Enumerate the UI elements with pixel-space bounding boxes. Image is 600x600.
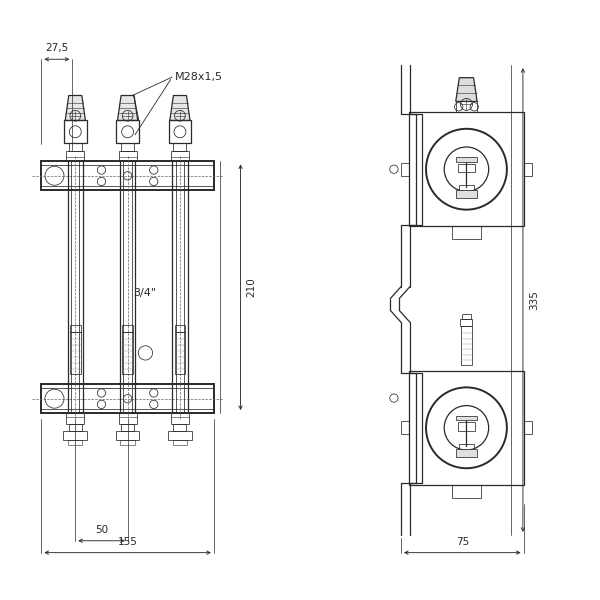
Bar [456, 416, 477, 421]
Text: 50: 50 [95, 525, 108, 535]
Bar [121, 424, 134, 431]
Bar [461, 319, 472, 326]
Bar [456, 449, 477, 457]
Bar [171, 151, 189, 161]
Bar [460, 185, 473, 192]
Bar [121, 143, 134, 151]
Bar [456, 157, 477, 162]
Bar [119, 413, 137, 424]
Bar [452, 485, 481, 498]
Text: M28x1,5: M28x1,5 [175, 72, 223, 82]
Bar [458, 164, 475, 172]
Bar [70, 332, 80, 374]
Bar [116, 431, 139, 440]
Bar [401, 163, 409, 176]
Bar [456, 190, 477, 198]
Bar [173, 440, 187, 445]
Bar [41, 161, 214, 190]
Polygon shape [170, 95, 190, 121]
Bar [122, 332, 133, 374]
Text: 75: 75 [455, 536, 469, 547]
Bar [401, 421, 409, 434]
Bar [69, 143, 82, 151]
Bar [173, 143, 187, 151]
Bar [175, 332, 185, 374]
Bar [524, 163, 532, 176]
Bar [67, 413, 84, 424]
Text: 3/4": 3/4" [134, 288, 157, 298]
Bar [409, 112, 524, 226]
Bar [462, 314, 470, 319]
Bar [70, 325, 80, 332]
Bar [460, 443, 473, 451]
Bar [116, 121, 139, 143]
Text: 155: 155 [118, 536, 137, 547]
Bar [461, 326, 472, 365]
Bar [168, 431, 192, 440]
Bar [456, 101, 477, 112]
Bar [119, 151, 137, 161]
Bar [69, 424, 82, 431]
Polygon shape [65, 95, 85, 121]
Polygon shape [456, 77, 477, 101]
Bar [41, 385, 214, 413]
Bar [452, 226, 481, 239]
Bar [173, 424, 187, 431]
Bar [64, 431, 87, 440]
Bar [67, 151, 84, 161]
Bar [524, 421, 532, 434]
Bar [175, 325, 185, 332]
Text: 335: 335 [529, 290, 539, 310]
Bar [409, 371, 524, 485]
Polygon shape [118, 95, 138, 121]
Bar [122, 325, 133, 332]
Bar [169, 121, 191, 143]
Bar [68, 440, 82, 445]
Bar [458, 422, 475, 431]
Bar [121, 440, 135, 445]
Bar [171, 413, 189, 424]
Bar [64, 121, 86, 143]
Text: 27,5: 27,5 [45, 43, 68, 53]
Text: 210: 210 [247, 277, 256, 297]
